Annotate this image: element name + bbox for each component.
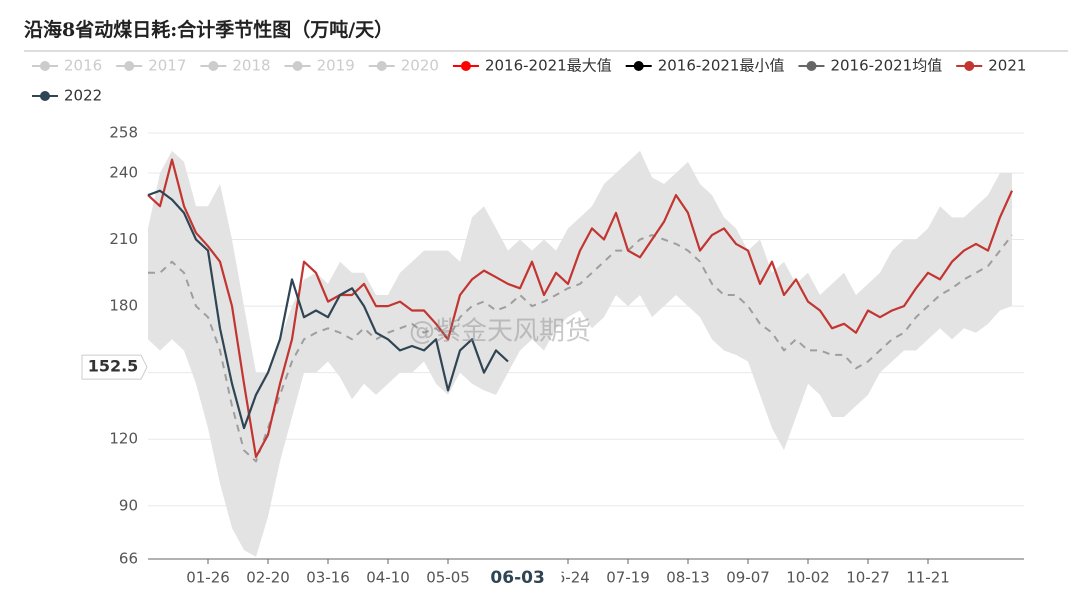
legend-item[interactable]: 2021 [956, 57, 1026, 75]
series-line [147, 158, 1014, 458]
legend-item[interactable]: 2016-2021最小值 [625, 57, 785, 75]
chart-title: 沿海8省动煤日耗:合计季节性图（万吨/天） [24, 18, 393, 41]
y-tick-label: 240 [109, 163, 138, 181]
series-line [148, 234, 1013, 463]
legend-symbol [806, 61, 817, 71]
legend-item[interactable]: 2016 [32, 57, 102, 75]
legend-symbol [208, 61, 219, 71]
pointer-x-box [473, 565, 562, 591]
y-tick-label: 210 [109, 230, 138, 248]
y-tick-label: 180 [109, 297, 138, 315]
legend-item[interactable]: 2022 [32, 87, 102, 105]
legend-symbol [633, 61, 644, 71]
legend-label: 2022 [64, 87, 102, 105]
legend-label: 2016-2021最小值 [658, 57, 785, 75]
legend-item[interactable]: 2016-2021均值 [798, 57, 942, 75]
y-tick-label: 90 [119, 496, 138, 514]
x-tick-label: 02-20 [246, 569, 290, 587]
x-tick-label: 10-02 [786, 569, 830, 587]
watermark: @紫金天风期货 [409, 317, 591, 347]
legend-symbol [40, 91, 50, 101]
legend-item[interactable]: 2017 [116, 57, 186, 75]
legend-label: 2021 [988, 57, 1026, 75]
x-tick-label: 09-07 [726, 569, 770, 587]
legend-label: 2016-2021均值 [830, 57, 942, 75]
x-tick-label: 04-10 [366, 569, 410, 587]
legend-label: 2018 [232, 57, 270, 75]
x-tick-label: 01-26 [186, 569, 230, 587]
x-tick-label: 07-19 [606, 569, 650, 587]
y-tick-label: 258 [109, 124, 138, 142]
legend-item[interactable]: 2019 [284, 57, 355, 75]
legend-symbol [460, 61, 471, 71]
y-tick-label: 66 [119, 550, 138, 568]
legend-symbol [124, 61, 135, 71]
y-tick-label: 120 [109, 430, 138, 448]
legend-label: 2017 [148, 57, 186, 75]
x-tick-label: 03-16 [306, 569, 350, 587]
pointer-y-box [81, 354, 148, 380]
x-tick-label: 08-13 [666, 569, 710, 587]
series-line [147, 189, 509, 430]
x-tick-label: 11-21 [906, 569, 950, 587]
legend-item[interactable]: 2016-2021最大值 [452, 57, 612, 75]
legend-label: 2020 [401, 57, 439, 75]
legend-item[interactable]: 2020 [368, 57, 439, 75]
pointer-y-label: 152.5 [88, 357, 139, 376]
legend-symbol [40, 61, 50, 71]
legend-symbol [964, 61, 975, 71]
legend-item[interactable]: 2018 [200, 57, 271, 75]
legend-label: 2019 [317, 57, 355, 75]
x-tick-label: 10-27 [846, 569, 890, 587]
range-band [148, 150, 1012, 557]
legend-symbol [376, 61, 387, 71]
legend-label: 2016-2021最大值 [485, 57, 612, 75]
legend-label: 2016 [64, 57, 102, 75]
pointer-x-label: 06-03 [490, 568, 544, 588]
legend-symbol [292, 61, 303, 71]
x-tick-label: 05-05 [426, 569, 470, 587]
